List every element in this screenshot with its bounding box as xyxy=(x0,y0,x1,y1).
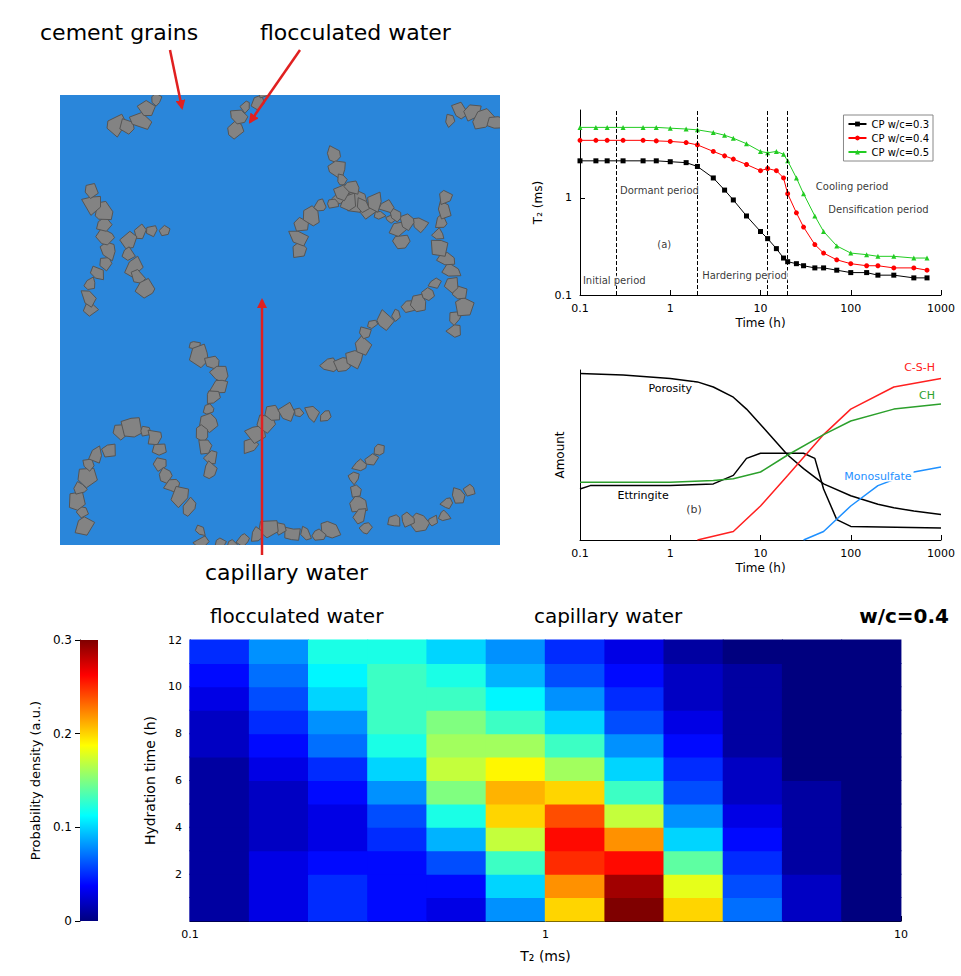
svg-text:4: 4 xyxy=(175,821,182,834)
svg-text:Cooling period: Cooling period xyxy=(816,181,889,192)
svg-text:Monosulfate: Monosulfate xyxy=(844,470,912,483)
svg-text:0.1: 0.1 xyxy=(571,547,589,560)
svg-text:capillary water: capillary water xyxy=(534,604,683,628)
svg-text:Hardering period: Hardering period xyxy=(702,270,787,281)
svg-text:0.1: 0.1 xyxy=(53,820,72,834)
svg-text:8: 8 xyxy=(175,727,182,740)
svg-text:capillary water: capillary water xyxy=(205,560,369,585)
svg-text:100: 100 xyxy=(840,547,861,560)
svg-text:1000: 1000 xyxy=(927,547,955,560)
svg-text:10: 10 xyxy=(894,928,908,941)
svg-text:Probability density (a.u.): Probability density (a.u.) xyxy=(28,701,43,860)
svg-text:Porosity: Porosity xyxy=(648,382,692,395)
svg-text:flocculated water: flocculated water xyxy=(210,604,384,628)
svg-text:100: 100 xyxy=(840,302,861,315)
svg-text:T₂ (ms): T₂ (ms) xyxy=(531,181,545,225)
svg-text:0.3: 0.3 xyxy=(53,633,72,647)
svg-text:w/c=0.4: w/c=0.4 xyxy=(859,604,949,628)
svg-text:0.1: 0.1 xyxy=(571,302,589,315)
svg-text:10: 10 xyxy=(754,302,768,315)
svg-text:T₂ (ms): T₂ (ms) xyxy=(519,948,570,964)
svg-text:10: 10 xyxy=(754,547,768,560)
svg-text:0.1: 0.1 xyxy=(181,928,199,941)
svg-text:1: 1 xyxy=(667,302,674,315)
svg-text:1: 1 xyxy=(565,191,572,204)
svg-text:Dormant period: Dormant period xyxy=(620,185,699,196)
svg-text:CH: CH xyxy=(919,389,935,402)
svg-text:0.1: 0.1 xyxy=(555,289,573,302)
svg-text:C-S-H: C-S-H xyxy=(904,361,935,374)
svg-text:CP w/c=0.3: CP w/c=0.3 xyxy=(871,119,929,130)
svg-text:CP w/c=0.5: CP w/c=0.5 xyxy=(871,147,929,158)
svg-text:12: 12 xyxy=(168,634,182,647)
svg-text:(a): (a) xyxy=(657,239,671,250)
svg-text:0: 0 xyxy=(64,914,72,928)
svg-text:10: 10 xyxy=(168,680,182,693)
svg-text:Densification period: Densification period xyxy=(828,204,928,215)
svg-text:1000: 1000 xyxy=(927,302,955,315)
svg-text:Time (h): Time (h) xyxy=(734,316,785,330)
svg-text:1: 1 xyxy=(667,547,674,560)
svg-text:CP w/c=0.4: CP w/c=0.4 xyxy=(871,133,929,144)
svg-text:Time (h): Time (h) xyxy=(734,561,785,575)
svg-text:0.2: 0.2 xyxy=(53,727,72,741)
svg-text:Initial period: Initial period xyxy=(583,275,646,286)
svg-text:2: 2 xyxy=(175,868,182,881)
svg-text:(b): (b) xyxy=(686,503,702,516)
svg-text:1: 1 xyxy=(542,928,549,941)
svg-text:cement grains: cement grains xyxy=(40,20,198,45)
svg-text:Hydration time (h): Hydration time (h) xyxy=(142,716,158,845)
svg-text:6: 6 xyxy=(175,774,182,787)
svg-text:flocculated water: flocculated water xyxy=(260,20,452,45)
svg-text:Amount: Amount xyxy=(553,431,567,478)
svg-text:Ettringite: Ettringite xyxy=(617,489,668,502)
